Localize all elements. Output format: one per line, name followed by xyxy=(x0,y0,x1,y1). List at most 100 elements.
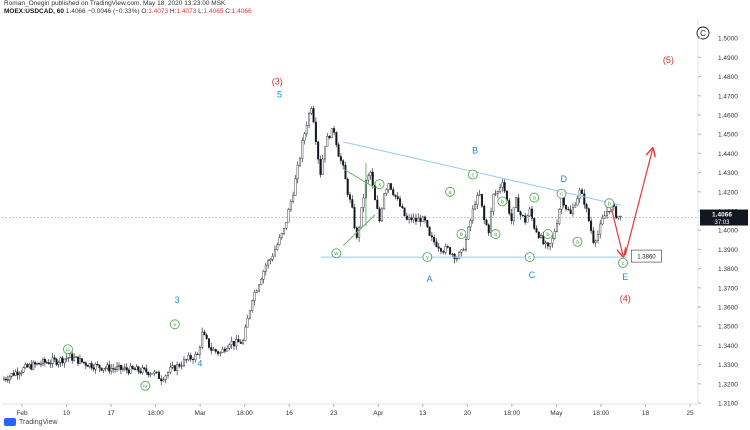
candle-body xyxy=(280,233,283,238)
candle-body xyxy=(517,197,520,213)
circle-label-text: c xyxy=(622,261,625,267)
x-tick-label: 18:00 xyxy=(147,410,164,417)
candle-body xyxy=(230,341,233,345)
candle-body xyxy=(24,364,27,368)
candle-body xyxy=(160,378,163,382)
candle-body xyxy=(45,362,48,364)
candle-body xyxy=(63,358,66,364)
candle-body xyxy=(96,363,99,366)
candle-body xyxy=(606,211,609,216)
candle-body xyxy=(157,371,160,379)
candle-body xyxy=(119,365,122,370)
y-tick-label: 1.3900 xyxy=(718,247,738,254)
candle-body xyxy=(258,284,261,292)
candle-body xyxy=(251,300,254,311)
candle-body xyxy=(319,158,322,175)
candle-body xyxy=(239,341,242,344)
candle-body xyxy=(465,238,468,251)
circle-label-text: v xyxy=(173,322,176,328)
candle-body xyxy=(135,366,138,371)
candle-body xyxy=(232,341,235,347)
candle-body xyxy=(73,357,76,361)
y-tick-label: 1.4000 xyxy=(718,228,738,235)
candle-body xyxy=(485,219,488,226)
candle-body xyxy=(55,358,58,365)
candle-body xyxy=(389,183,392,190)
y-tick-label: 1.4800 xyxy=(718,74,738,81)
x-tick-label: 20 xyxy=(464,410,472,417)
candle-body xyxy=(510,213,513,222)
circle-label-ring xyxy=(140,380,151,391)
candle-body xyxy=(141,367,144,373)
circle-label-text: b xyxy=(546,232,549,238)
candle-body xyxy=(67,357,70,359)
y-tick-label: 1.4300 xyxy=(718,170,738,177)
candle-body xyxy=(207,338,210,348)
candle-body xyxy=(26,364,29,368)
candle-body xyxy=(490,211,493,234)
wave-label: 3 xyxy=(175,295,180,305)
candle-body xyxy=(69,353,72,358)
candle-body xyxy=(483,205,486,221)
candle-body xyxy=(555,223,558,232)
triangle-lower xyxy=(342,214,376,246)
candle-body xyxy=(65,358,68,360)
candle-body xyxy=(221,348,224,353)
x-tick-label: 25 xyxy=(686,410,694,417)
candle-body xyxy=(574,204,577,208)
candle-body xyxy=(439,248,442,252)
circle-label-text: c xyxy=(471,173,474,179)
circle-label-ring xyxy=(542,229,553,239)
candle-body xyxy=(342,160,345,166)
candle-body xyxy=(57,362,60,365)
candle-body xyxy=(553,231,556,239)
candle-body xyxy=(84,362,87,366)
candle-body xyxy=(90,363,93,369)
candle-body xyxy=(544,242,547,245)
candle-body xyxy=(217,351,220,354)
candle-body xyxy=(421,216,424,222)
y-tick-label: 1.3400 xyxy=(718,343,738,350)
candle-body xyxy=(2,378,5,381)
candle-body xyxy=(196,353,199,355)
candle-body xyxy=(32,362,35,370)
target-price-label: 1.3860 xyxy=(637,255,656,261)
circle-label-ring xyxy=(467,169,478,180)
candle-body xyxy=(226,348,229,352)
candle-body xyxy=(587,208,590,222)
candle-body xyxy=(139,371,142,373)
candle-body xyxy=(276,244,279,250)
candle-body xyxy=(198,347,201,355)
candle-body xyxy=(194,353,197,361)
candle-body xyxy=(458,252,461,259)
candle-body xyxy=(403,207,406,217)
candle-body xyxy=(328,135,331,139)
circle-label-ring xyxy=(572,236,583,247)
candle-body xyxy=(492,193,495,212)
candle-body xyxy=(53,357,56,360)
x-tick-label: 18:00 xyxy=(593,410,610,417)
low-value: 1.4065 xyxy=(203,8,224,15)
close-value: 1.4066 xyxy=(231,8,252,15)
countdown-label: 37:03 xyxy=(714,220,730,226)
corner-circle-label: C xyxy=(700,29,706,38)
candle-body xyxy=(380,208,383,222)
candle-body xyxy=(567,208,570,211)
candle-body xyxy=(449,247,452,255)
wave-label: C xyxy=(529,270,536,280)
candle-body xyxy=(358,227,361,238)
candle-body xyxy=(77,356,80,364)
candle-body xyxy=(310,108,313,114)
candle-body xyxy=(410,217,413,220)
price-axis[interactable]: 1.3100 1.3200 1.3300 1.3400 1.3500 1.3600 1.37… xyxy=(698,36,748,408)
time-axis[interactable]: Feb 10 17 18:00 Mar 18:00 16 23 Apr 13 20 18:00 May 1… xyxy=(16,404,694,417)
candle-body xyxy=(180,365,183,367)
candle-body xyxy=(476,195,479,205)
candle-body xyxy=(127,369,130,374)
candle-body xyxy=(326,135,329,147)
high-label: H: xyxy=(169,8,177,15)
circle-label-ring xyxy=(618,257,628,268)
circle-label-text: a xyxy=(533,196,537,202)
drawing-overlays: 1.3860 (3) 5 (5) 3 4 B D A C E (4) iii iv v x w y a b c a b c a b… xyxy=(2,26,710,391)
